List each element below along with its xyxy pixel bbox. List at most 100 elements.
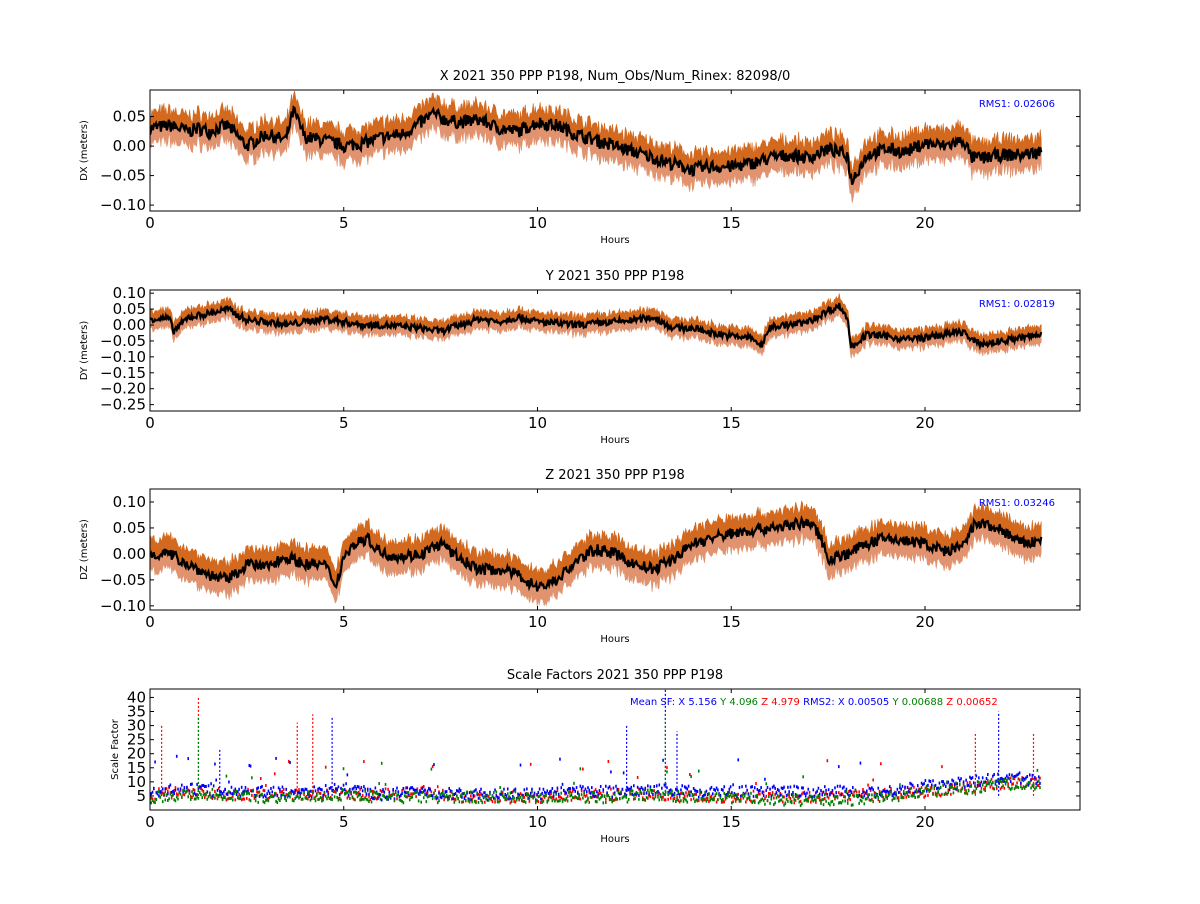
data-point	[249, 799, 252, 803]
data-point	[405, 786, 407, 790]
data-point	[551, 795, 554, 799]
data-point	[417, 792, 420, 796]
data-point	[400, 798, 402, 802]
data-point	[638, 793, 640, 797]
data-point	[321, 799, 323, 803]
data-point	[725, 793, 728, 797]
data-point	[231, 794, 234, 798]
data-point	[1031, 777, 1034, 781]
data-point	[840, 801, 843, 805]
data-point	[155, 798, 158, 802]
data-point	[524, 800, 527, 804]
data-point	[462, 800, 465, 804]
data-point	[643, 798, 645, 802]
data-point	[261, 784, 263, 788]
data-point	[1018, 771, 1021, 775]
data-point	[377, 796, 379, 800]
data-point	[352, 786, 355, 790]
data-point	[231, 792, 234, 796]
data-point	[470, 794, 472, 798]
data-point	[908, 787, 910, 791]
y-axis-label: DY (meters)	[79, 321, 90, 381]
data-point	[368, 794, 370, 798]
data-point	[573, 781, 575, 785]
data-point	[527, 793, 529, 797]
data-point	[863, 794, 866, 798]
data-point	[438, 799, 440, 803]
data-point	[599, 784, 602, 788]
data-point	[849, 798, 852, 802]
data-point	[797, 794, 799, 798]
data-point	[862, 790, 864, 794]
data-point	[425, 791, 428, 795]
data-point	[187, 757, 189, 761]
data-point	[589, 795, 592, 799]
data-point	[589, 791, 592, 795]
data-point	[459, 794, 462, 798]
data-point	[217, 794, 220, 798]
data-point	[1002, 779, 1004, 783]
data-point	[839, 793, 841, 797]
data-point	[301, 797, 304, 801]
data-point	[654, 793, 657, 797]
data-point	[806, 791, 808, 795]
data-point	[150, 792, 153, 796]
data-point	[216, 788, 219, 792]
data-point	[402, 786, 405, 790]
data-point	[293, 799, 295, 803]
data-point	[846, 792, 849, 796]
data-point	[868, 798, 871, 802]
data-point	[223, 795, 225, 799]
data-point	[732, 800, 734, 804]
data-point	[492, 796, 495, 800]
data-point	[845, 787, 848, 791]
data-point	[254, 793, 257, 797]
data-point	[588, 790, 591, 794]
data-point	[703, 797, 705, 801]
data-point	[392, 792, 394, 796]
data-point	[281, 793, 284, 797]
data-point	[206, 790, 209, 794]
data-point	[286, 793, 289, 797]
data-point	[256, 793, 258, 797]
data-point	[570, 791, 573, 795]
data-point	[254, 795, 257, 799]
data-point	[757, 789, 760, 793]
data-point	[789, 797, 792, 801]
data-point	[658, 783, 661, 787]
data-point	[748, 796, 751, 800]
data-point	[267, 799, 270, 803]
data-point	[328, 786, 331, 790]
data-point	[384, 796, 387, 800]
data-point	[478, 793, 481, 797]
data-point	[240, 785, 243, 789]
data-point	[621, 787, 624, 791]
data-point	[533, 791, 536, 795]
data-point	[787, 785, 789, 789]
data-point	[546, 789, 549, 793]
data-point	[271, 795, 274, 799]
data-point	[648, 792, 650, 796]
data-point	[496, 800, 499, 804]
data-point	[154, 760, 156, 764]
data-point	[317, 787, 319, 791]
data-point	[295, 788, 298, 792]
data-point	[913, 785, 915, 789]
data-point	[643, 788, 645, 792]
data-point	[783, 803, 785, 807]
data-point	[774, 801, 776, 805]
data-point	[596, 800, 598, 804]
data-point	[657, 795, 659, 799]
data-point	[556, 799, 559, 803]
data-point	[910, 786, 913, 790]
data-point	[326, 797, 328, 801]
data-point	[594, 794, 597, 798]
data-point	[899, 786, 901, 790]
data-point	[993, 772, 995, 776]
data-point	[329, 797, 332, 801]
data-point	[650, 788, 653, 792]
data-point	[532, 796, 535, 800]
data-point	[737, 758, 740, 762]
data-point	[864, 791, 867, 795]
data-point	[756, 795, 759, 799]
